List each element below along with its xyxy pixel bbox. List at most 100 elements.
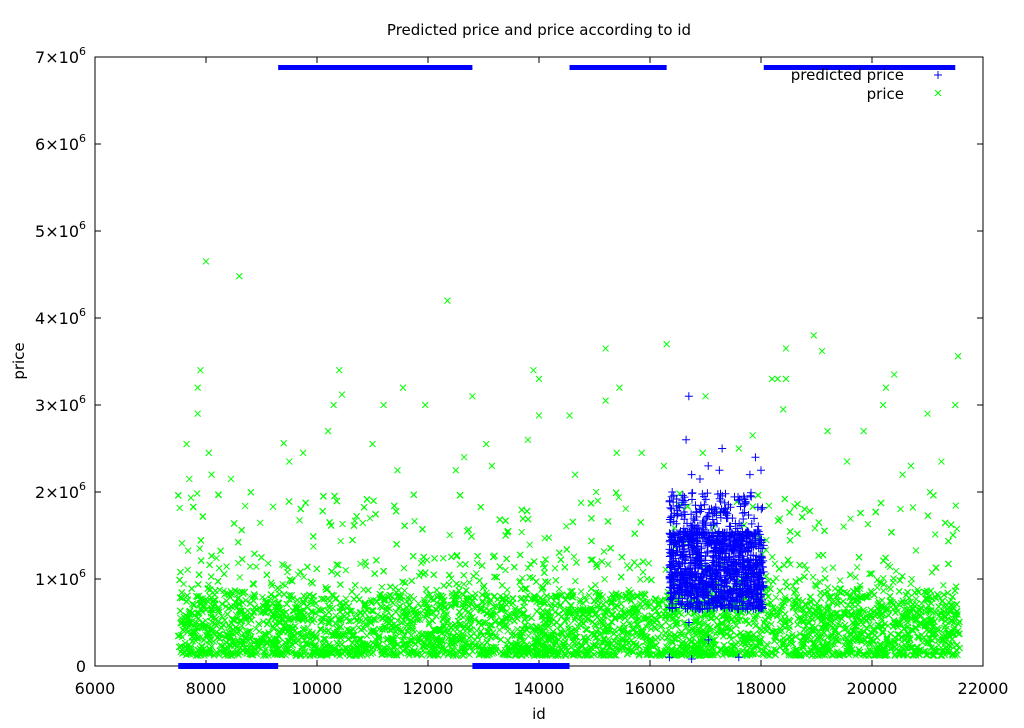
price-point <box>572 577 579 585</box>
price-point <box>852 573 859 581</box>
price-point <box>425 618 433 626</box>
price-point <box>176 504 184 512</box>
price-point <box>781 618 789 625</box>
price-point <box>884 622 892 629</box>
price-point <box>836 577 844 584</box>
price-point <box>218 613 226 620</box>
price-point <box>310 543 317 550</box>
price-point <box>551 564 559 572</box>
price-point <box>359 519 367 527</box>
price-point <box>615 494 623 501</box>
price-point <box>768 620 775 628</box>
price-point <box>712 630 720 638</box>
price-point <box>643 623 650 631</box>
price-point <box>592 581 599 589</box>
price-point <box>601 575 608 583</box>
price-point <box>639 568 647 576</box>
price-point <box>771 560 779 568</box>
price-point <box>436 625 444 633</box>
price-point <box>518 574 526 582</box>
price-point <box>843 629 851 636</box>
price-point <box>411 517 418 525</box>
price-point <box>864 520 872 528</box>
price-point <box>885 611 893 619</box>
price-point <box>300 573 308 581</box>
price-point <box>886 563 894 571</box>
price-point <box>585 591 593 599</box>
price-point <box>187 494 195 502</box>
price-point <box>415 572 423 580</box>
price-point <box>604 561 612 568</box>
price-point <box>527 560 534 568</box>
price-point <box>841 641 848 649</box>
price-point <box>466 626 473 634</box>
price-point <box>246 563 254 570</box>
price-point <box>264 560 272 567</box>
price-point <box>178 539 186 547</box>
price-point <box>594 497 602 505</box>
price-point <box>829 564 837 571</box>
price-point <box>817 594 825 602</box>
price-point <box>526 541 534 549</box>
price-point <box>912 547 920 554</box>
price-point <box>296 516 303 524</box>
price-point <box>504 529 511 536</box>
price-point <box>811 524 819 532</box>
price-point <box>765 502 773 510</box>
price-point <box>184 566 191 574</box>
price-point <box>242 596 250 604</box>
price-point <box>544 578 552 586</box>
price-point <box>756 625 764 632</box>
price-point <box>645 559 653 567</box>
price-point <box>643 575 651 583</box>
price-point <box>196 545 204 552</box>
price-point <box>400 564 408 572</box>
price-point <box>236 573 244 581</box>
price-point <box>834 621 842 628</box>
price-point <box>223 563 230 570</box>
price-point <box>479 584 487 592</box>
price-point <box>931 530 939 538</box>
price-point <box>541 534 549 542</box>
price-point <box>466 579 473 586</box>
price-point <box>811 580 819 588</box>
price-point <box>269 503 277 510</box>
price-point <box>856 585 864 593</box>
price-point <box>926 607 933 615</box>
price-point <box>873 584 881 591</box>
price-point <box>847 515 854 523</box>
price-point <box>637 576 644 583</box>
price-point <box>873 576 881 584</box>
price-point <box>821 566 828 573</box>
price-point <box>339 520 346 528</box>
price-point <box>475 650 483 658</box>
price-point <box>939 581 947 589</box>
price-point <box>184 547 192 555</box>
price-point <box>809 573 817 581</box>
price-point <box>907 580 915 588</box>
price-point <box>772 594 780 601</box>
price-point <box>337 537 344 545</box>
price-point <box>414 600 422 607</box>
price-point <box>241 502 249 510</box>
price-point <box>570 553 578 560</box>
price-point <box>803 566 811 573</box>
price-point <box>260 618 267 626</box>
price-point <box>897 505 904 513</box>
price-point <box>565 622 572 630</box>
price-point <box>678 611 685 618</box>
price-point <box>880 587 887 595</box>
price-point <box>293 650 301 657</box>
price-point <box>280 562 288 569</box>
price-point <box>215 564 223 572</box>
price-point <box>545 608 553 616</box>
price-point <box>600 548 608 555</box>
price-point <box>213 554 220 562</box>
price-point <box>558 629 566 637</box>
price-point <box>259 593 266 601</box>
price-point <box>401 587 408 595</box>
price-point <box>563 522 570 530</box>
price-point <box>473 559 481 567</box>
price-point <box>502 566 509 574</box>
